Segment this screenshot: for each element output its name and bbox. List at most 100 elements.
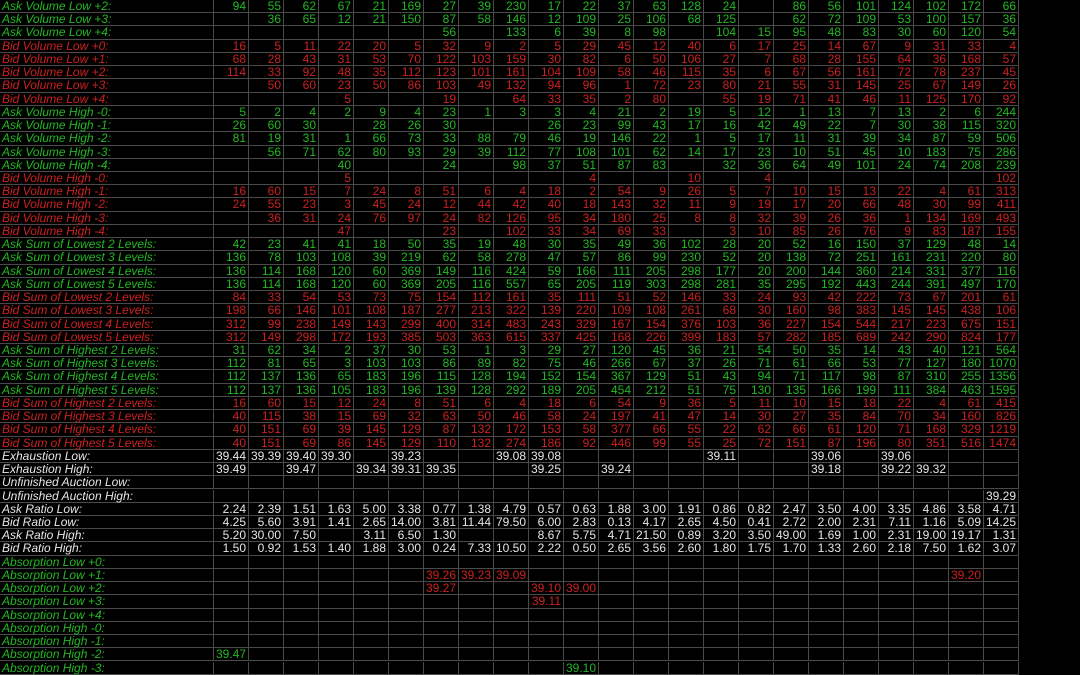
cell: 196: [388, 383, 423, 396]
cell: 112: [458, 291, 493, 303]
cell: 111: [563, 291, 598, 303]
cell: 197: [598, 410, 633, 422]
cell: 82: [563, 53, 598, 65]
cell: 425: [563, 330, 598, 343]
cell: 187: [388, 304, 423, 317]
cell: [703, 489, 738, 502]
cell: [948, 621, 983, 635]
cell: 60: [913, 26, 948, 39]
cell: [878, 661, 913, 674]
cell: 30: [528, 238, 563, 250]
cell: [808, 608, 843, 621]
table-row: Bid Ratio High: 1.50 0.92 1.53 1.40 1.88 3.00 0…: [0, 541, 1019, 556]
cell: 255: [948, 370, 983, 383]
cell: 10: [773, 185, 808, 198]
cell: 28: [353, 119, 388, 131]
table-row: Absorption Low +4:: [0, 609, 1019, 622]
cell: 86: [318, 436, 353, 449]
cell-edge: [1018, 502, 1019, 515]
cell: 23: [248, 238, 283, 250]
table-row: Ask Ratio High: 5.20 30.00 7.50 3.11 6.50 1.30…: [0, 529, 1019, 543]
cell: [843, 595, 878, 608]
row-label: Ask Sum of Lowest 4 Levels:: [2, 263, 157, 278]
cell-edge: [1018, 185, 1019, 198]
cell: 70: [878, 410, 913, 422]
cell: 75: [948, 145, 983, 158]
row-label: Exhaustion Low:: [2, 448, 91, 463]
cell: 10: [773, 397, 808, 409]
cell: 10.50: [493, 542, 528, 555]
cell: 219: [388, 251, 423, 264]
cell: 299: [388, 317, 423, 330]
cell: [213, 568, 248, 582]
cell: 9: [633, 397, 668, 409]
cell: [493, 489, 528, 502]
cell: 47: [528, 251, 563, 264]
cell: 77: [528, 145, 563, 158]
table-row: Bid Sum of Highest 2 Levels: 16 60 15 12 24 8 5…: [0, 395, 1019, 411]
cell: [668, 158, 703, 171]
cell: 39.32: [913, 463, 948, 475]
cell: [283, 661, 318, 674]
cell: 68: [213, 53, 248, 65]
cell: [388, 661, 423, 674]
cell: [283, 158, 318, 171]
cell: 177: [703, 264, 738, 277]
cell: 230: [668, 251, 703, 264]
cell: 3.50: [738, 529, 773, 542]
cell: 415: [983, 397, 1018, 409]
row-label: Bid Volume High -2:: [2, 197, 109, 212]
cell: 88: [458, 132, 493, 145]
cell: 39.44: [213, 449, 248, 462]
cell: 557: [493, 277, 528, 290]
cell: 168: [948, 53, 983, 65]
cell: [493, 595, 528, 608]
cell: 108: [353, 304, 388, 317]
cell: 151: [983, 317, 1018, 330]
cell: 0.57: [528, 502, 563, 515]
cell: [598, 635, 633, 648]
cell: [808, 489, 843, 502]
cell-edge: [1018, 79, 1019, 92]
cell: [913, 582, 948, 595]
cell: [493, 171, 528, 185]
cell: 120: [843, 423, 878, 436]
row-label: Bid Ratio High:: [2, 541, 83, 556]
cell: 1: [318, 132, 353, 145]
cell-edge: [1018, 171, 1019, 185]
cell: [773, 568, 808, 582]
cell: 36: [738, 317, 773, 330]
cell: 50: [248, 79, 283, 92]
cell: 71: [283, 145, 318, 158]
cell: [878, 608, 913, 621]
cell: 39.10: [563, 661, 598, 674]
cell: 9: [878, 225, 913, 237]
cell: [248, 621, 283, 635]
cell: 52: [773, 238, 808, 250]
row-label: Absorption High -1:: [2, 634, 105, 649]
cell: 30.00: [248, 529, 283, 542]
cell: [598, 595, 633, 608]
cell: [983, 661, 1018, 674]
cell: 39.06: [808, 449, 843, 462]
cell: 49: [773, 119, 808, 131]
cell: 298: [283, 330, 318, 343]
cell: [563, 648, 598, 661]
cell: 3.91: [283, 516, 318, 528]
cell: 185: [808, 330, 843, 343]
row-label: Bid Sum of Highest 2 Levels:: [2, 395, 157, 410]
cell: 71: [773, 92, 808, 105]
cell: 39: [563, 26, 598, 39]
cell: [458, 476, 493, 489]
cell: 39.39: [248, 449, 283, 462]
cell: 53: [353, 53, 388, 65]
cell: [283, 26, 318, 39]
cell: 29: [528, 344, 563, 356]
cell: 217: [878, 317, 913, 330]
row-label: Bid Sum of Highest 3 Levels:: [2, 409, 157, 424]
cell: 0.24: [423, 542, 458, 555]
cell: 35: [423, 238, 458, 250]
cell-edge: [1018, 132, 1019, 145]
cell: 78: [248, 251, 283, 264]
cell: 76: [843, 225, 878, 237]
